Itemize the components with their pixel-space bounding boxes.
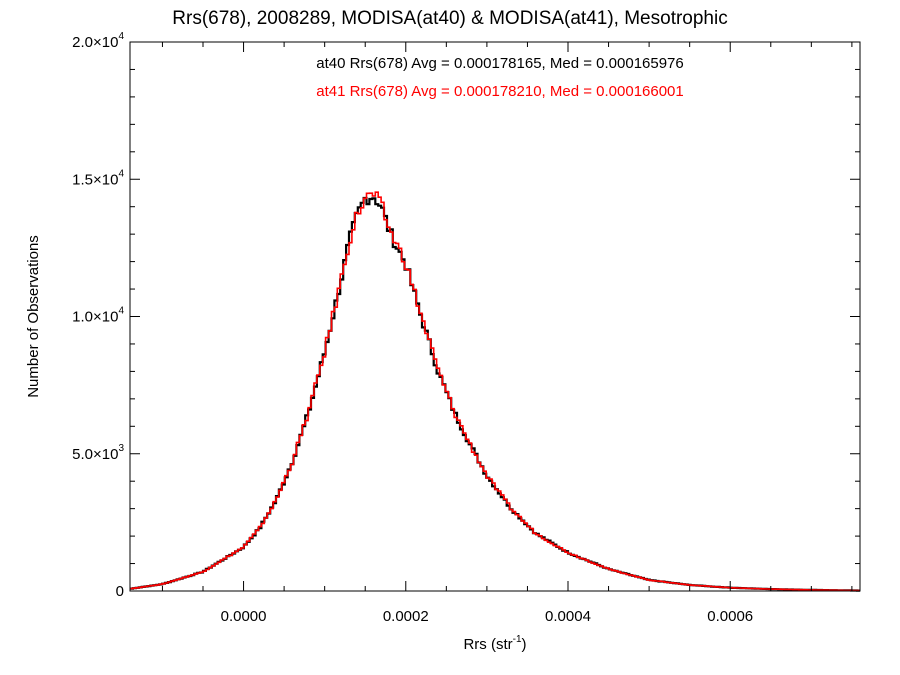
chart-title: Rrs(678), 2008289, MODISA(at40) & MODISA… — [172, 8, 728, 29]
y-tick-label: 1.0×104 — [72, 306, 124, 326]
plot-frame — [129, 41, 861, 592]
x-tick-label: 0.0000 — [221, 608, 267, 625]
series-line-0 — [130, 196, 860, 592]
x-tick-label: 0.0006 — [707, 608, 753, 625]
legend-entry-0: at40 Rrs(678) Avg = 0.000178165, Med = 0… — [316, 55, 684, 72]
y-tick-label: 1.5×104 — [72, 168, 124, 188]
x-axis-label: Rrs (str-1) — [463, 634, 526, 653]
series-line-1 — [130, 191, 860, 592]
x-tick-label: 0.0004 — [545, 608, 591, 625]
legend-entry-1: at41 Rrs(678) Avg = 0.000178210, Med = 0… — [316, 83, 684, 100]
y-tick-label: 2.0×104 — [72, 31, 124, 51]
y-tick-label: 5.0×103 — [72, 443, 124, 463]
y-axis-label: Number of Observations — [25, 235, 42, 398]
x-tick-label: 0.0002 — [383, 608, 429, 625]
y-tick-label: 0 — [116, 583, 124, 600]
